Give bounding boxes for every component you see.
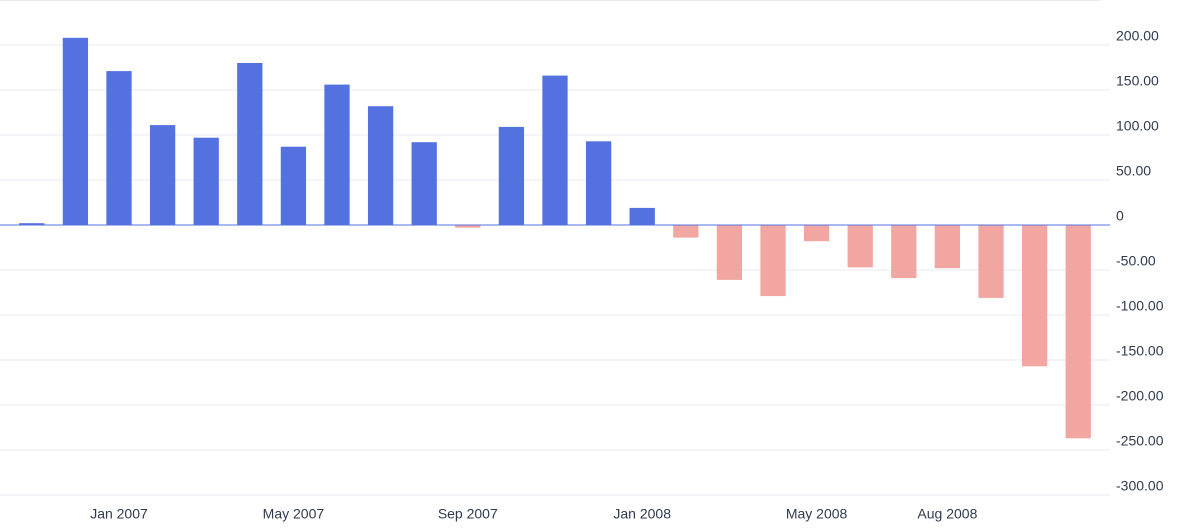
bar <box>237 63 263 225</box>
y-tick-label: 50.00 <box>1116 163 1151 179</box>
bar <box>455 225 481 228</box>
bar <box>1065 225 1091 439</box>
y-tick-label: 150.00 <box>1116 73 1159 89</box>
y-tick-label: -300.00 <box>1116 478 1164 494</box>
bar <box>803 225 830 242</box>
bar <box>760 225 786 297</box>
x-tick-label: Sep 2007 <box>438 506 498 522</box>
bar <box>934 225 961 269</box>
bar <box>716 225 743 280</box>
bar <box>149 125 176 225</box>
bar <box>498 126 525 225</box>
bar <box>978 225 1004 298</box>
x-tick-label: May 2008 <box>786 506 848 522</box>
x-tick-label: Jan 2008 <box>613 506 671 522</box>
y-tick-label: 200.00 <box>1116 28 1159 44</box>
bar <box>367 106 394 225</box>
bar <box>847 225 873 268</box>
x-tick-label: Aug 2008 <box>917 506 977 522</box>
bar <box>629 207 655 225</box>
y-tick-label: -150.00 <box>1116 343 1164 359</box>
y-tick-label: -250.00 <box>1116 433 1164 449</box>
bar <box>542 75 568 225</box>
bar <box>280 146 307 225</box>
bar <box>585 141 612 225</box>
bar <box>62 37 89 225</box>
bar <box>891 225 917 279</box>
bar <box>673 225 699 238</box>
bar <box>1021 225 1048 367</box>
bar <box>106 71 132 225</box>
y-tick-label: -200.00 <box>1116 388 1164 404</box>
bar <box>193 137 219 225</box>
bar <box>411 142 437 225</box>
x-tick-label: Jan 2007 <box>90 506 148 522</box>
bar <box>324 84 350 225</box>
x-tick-label: May 2007 <box>263 506 325 522</box>
y-tick-label: 100.00 <box>1116 118 1159 134</box>
bar <box>19 223 45 225</box>
y-tick-label: -50.00 <box>1116 253 1156 269</box>
y-tick-label: 0 <box>1116 208 1124 224</box>
y-tick-label: -100.00 <box>1116 298 1164 314</box>
